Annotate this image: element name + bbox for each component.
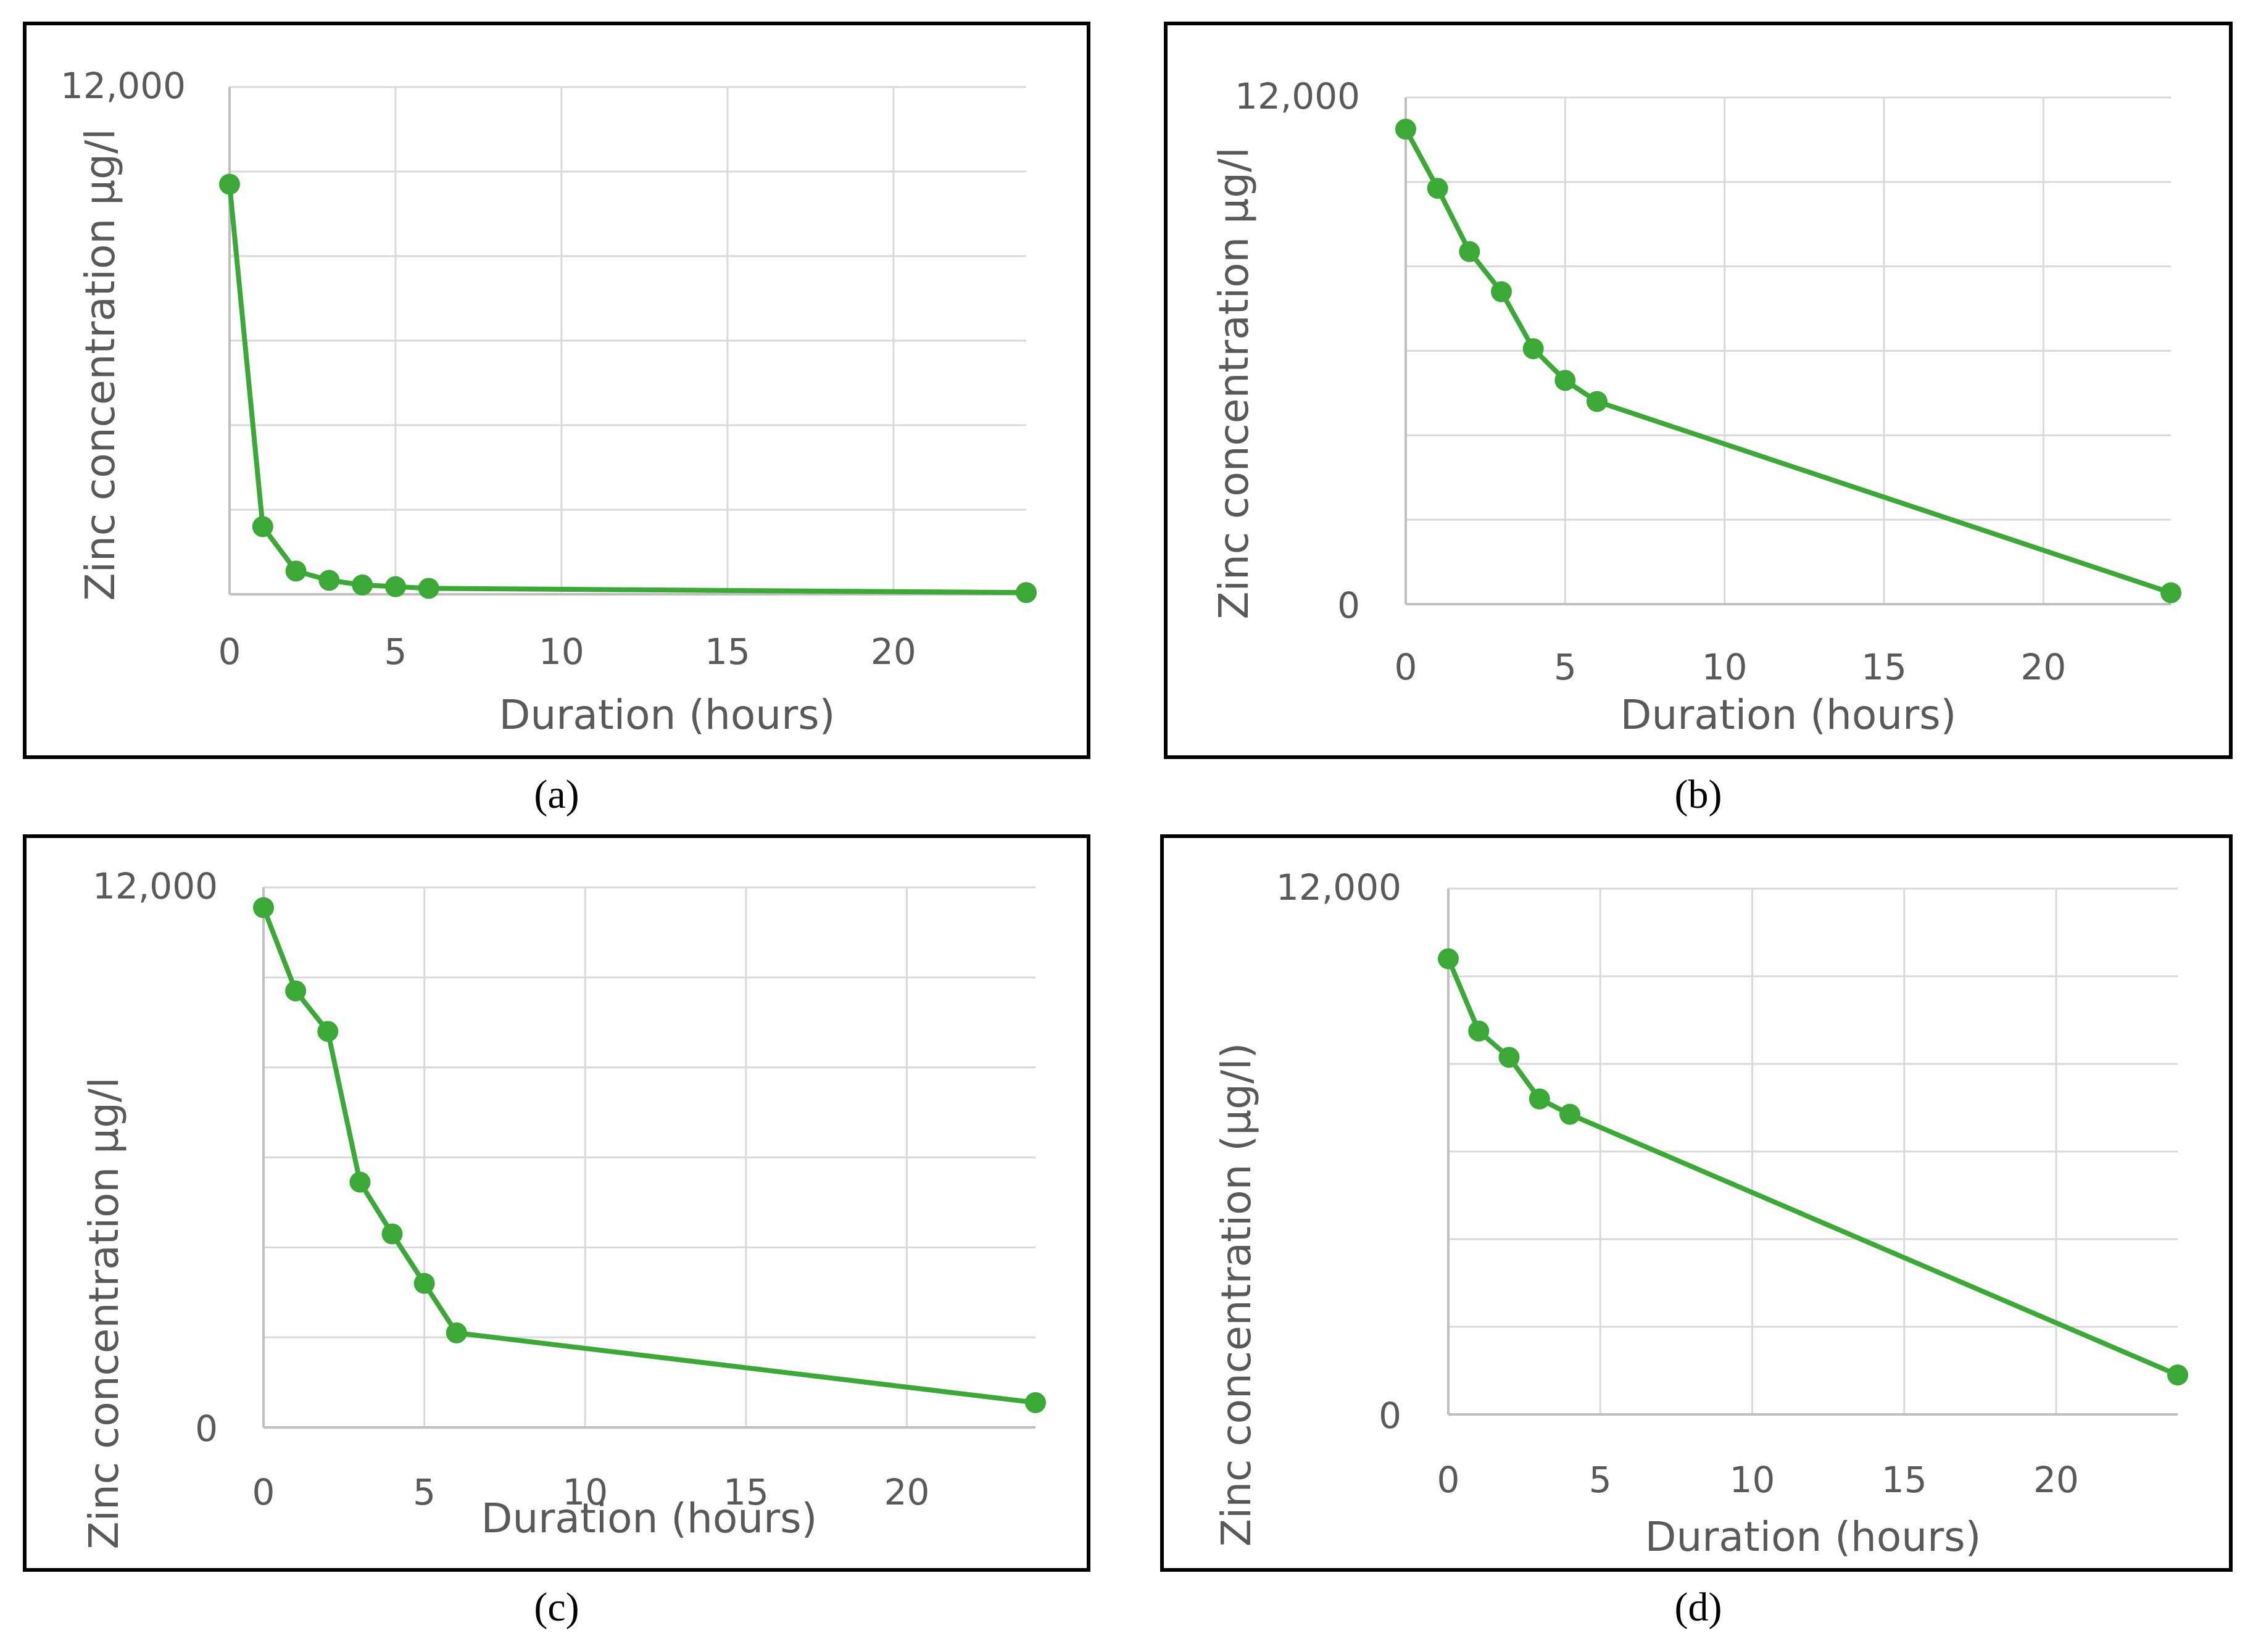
x-tick-label: 15 [1861, 646, 1907, 688]
x-tick-label: 15 [1882, 1459, 1927, 1501]
x-axis-title: Duration (hours) [1645, 1513, 1981, 1561]
series-line [1403, 127, 2173, 596]
chart-svg-a: 0 5 10 15 20 12,000 Duration (hours) Zinc conce… [60, 65, 1037, 739]
data-point [1438, 948, 1459, 969]
caption-b: (b) [1674, 772, 1722, 817]
data-point [1554, 370, 1576, 391]
y-axis-title: Zinc concentration µg/l [77, 128, 124, 600]
series-line [227, 181, 1029, 596]
data-point [418, 578, 439, 599]
x-tick-label: 0 [218, 631, 241, 673]
chart-svg-c: 0 5 10 15 20 12,000 0 Duration (hours) Zinc conc… [80, 865, 1046, 1550]
y-tick-label: 12,000 [1276, 866, 1401, 908]
x-tick-label: 5 [1589, 1459, 1612, 1501]
y-tick-label: 0 [195, 1408, 218, 1450]
y-tick-label: 0 [1379, 1395, 1401, 1437]
data-point [1395, 118, 1416, 140]
y-tick-label: 12,000 [93, 865, 218, 907]
x-axis-title: Duration (hours) [481, 1495, 818, 1542]
caption-d: (d) [1674, 1585, 1722, 1630]
x-tick-label: 20 [2020, 646, 2066, 688]
x-tick-label: 0 [252, 1471, 275, 1513]
data-point [1016, 582, 1037, 604]
x-tick-label: 0 [1437, 1459, 1460, 1501]
chart-panel-b: 0 5 10 15 20 12,000 0 Duration (hours) Zinc conc… [1164, 22, 2233, 759]
data-point [1427, 178, 1448, 199]
chart-panel-d: 0 5 10 15 20 12,000 0 Duration (hours) Zinc conc… [1160, 834, 2233, 1572]
data-point [446, 1322, 467, 1343]
x-tick-label: 15 [723, 1471, 769, 1513]
x-tick-label: 5 [384, 631, 407, 673]
y-tick-label: 12,000 [60, 65, 186, 107]
data-point [2167, 1364, 2188, 1386]
data-point [1559, 1103, 1580, 1125]
data-point [413, 1272, 435, 1294]
y-tick-label: 0 [1337, 584, 1360, 626]
data-point [1498, 1047, 1520, 1068]
data-point [317, 1021, 339, 1042]
x-tick-label: 10 [539, 631, 584, 673]
data-point [384, 576, 406, 597]
y-axis-title: Zinc concentration (µg/l) [1213, 1043, 1260, 1547]
data-point [352, 574, 373, 596]
data-point [2160, 582, 2181, 604]
chart-svg-b: 0 5 10 15 20 12,000 0 Duration (hours) Zinc conc… [1210, 75, 2181, 739]
chart-svg-d: 0 5 10 15 20 12,000 0 Duration (hours) Zinc conc… [1213, 866, 2188, 1561]
chart-panel-c: 0 5 10 15 20 12,000 0 Duration (hours) Zinc conc… [23, 834, 1090, 1572]
y-tick-label: 12,000 [1235, 75, 1360, 117]
x-tick-label: 10 [1730, 1459, 1775, 1501]
data-point [1587, 391, 1608, 412]
x-tick-label: 10 [1702, 646, 1748, 688]
x-tick-label: 5 [1554, 646, 1577, 688]
data-point [285, 980, 307, 1002]
x-axis-title: Duration (hours) [1620, 691, 1957, 739]
data-point [285, 560, 307, 582]
data-point [253, 897, 274, 918]
data-point [1522, 338, 1544, 360]
x-tick-label: 10 [562, 1471, 608, 1513]
x-axis-title: Duration (hours) [499, 691, 836, 739]
x-tick-label: 20 [871, 631, 916, 673]
data-point [1025, 1392, 1046, 1413]
data-point [1491, 281, 1512, 302]
x-tick-label: 5 [413, 1471, 436, 1513]
data-point [219, 173, 240, 195]
caption-a: (a) [534, 772, 579, 817]
caption-c: (c) [534, 1585, 579, 1630]
y-axis-title: Zinc concentration µg/l [1210, 147, 1258, 619]
data-point [1529, 1088, 1550, 1110]
data-point [318, 570, 340, 591]
data-point [1459, 241, 1480, 262]
x-tick-label: 0 [1395, 646, 1417, 688]
x-tick-label: 20 [2033, 1459, 2079, 1501]
x-tick-label: 20 [884, 1471, 930, 1513]
y-axis-title: Zinc concentration µg/l [80, 1077, 128, 1549]
data-point [349, 1171, 371, 1193]
data-point [381, 1223, 403, 1245]
x-tick-label: 15 [705, 631, 750, 673]
data-point [252, 516, 273, 538]
series-line [1446, 956, 2180, 1378]
series-line [261, 905, 1038, 1405]
data-point [1468, 1020, 1490, 1042]
chart-panel-a: 0 5 10 15 20 12,000 Duration (hours) Zinc conce… [23, 22, 1090, 759]
